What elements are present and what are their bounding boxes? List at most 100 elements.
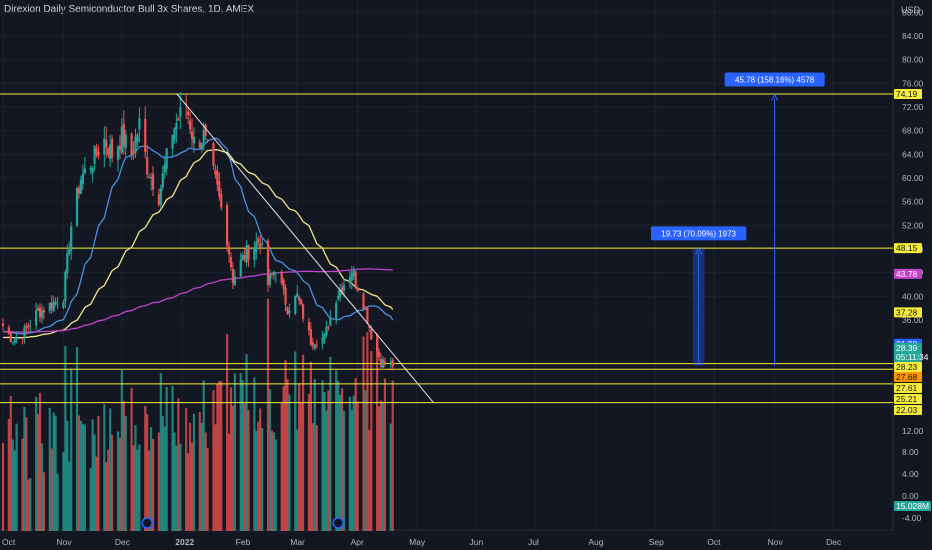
price-badge-countdown: 05:11:34 <box>896 352 929 362</box>
candle-body <box>89 168 92 170</box>
measure-arrow-head <box>771 93 779 101</box>
candle-body <box>218 180 221 197</box>
candle-body <box>13 339 16 344</box>
chart-title: Direxion Daily Semiconductor Bull 3x Sha… <box>4 4 255 15</box>
volume-bar <box>120 370 123 531</box>
price-tick-label: 56.00 <box>902 197 924 207</box>
candle-body <box>25 326 28 328</box>
volume-bar <box>157 432 160 531</box>
candle-body <box>259 243 262 248</box>
volume-bar <box>175 445 178 531</box>
volume-bar <box>187 453 190 531</box>
volume-badge <box>894 501 931 511</box>
candle-body <box>132 151 135 154</box>
volume-bar <box>255 430 258 531</box>
price-badge-label: 27.68 <box>896 372 918 382</box>
volume-bar <box>161 416 164 531</box>
candle-body <box>173 128 176 140</box>
volume-bar <box>79 420 83 531</box>
candle-body <box>83 168 86 174</box>
volume-bar <box>227 433 231 531</box>
currency-label: USD <box>900 5 920 15</box>
candle-body <box>188 120 192 130</box>
price-badge-label: 48.15 <box>896 243 918 253</box>
candle-body <box>68 249 71 255</box>
trendline <box>176 93 435 404</box>
volume-bar <box>270 430 274 531</box>
volume-bar <box>296 429 299 531</box>
volume-bar <box>11 439 14 531</box>
volume-bar <box>202 380 205 531</box>
time-tick-label: 2022 <box>175 537 194 547</box>
candle-body <box>313 344 316 349</box>
price-tick-label: 52.00 <box>902 220 924 230</box>
volume-bar <box>321 380 324 531</box>
candle-body <box>179 106 182 117</box>
volume-bar <box>377 406 381 531</box>
ma-mid-line <box>2 149 394 339</box>
price-badge <box>894 362 922 372</box>
volume-bar <box>7 418 10 531</box>
time-tick-label: Sep <box>649 537 664 547</box>
candle-body <box>66 253 69 274</box>
candle-body <box>50 303 53 309</box>
price-axis: 88.00 84.00 80.00 76.00 72.00 68.00 64.00 60.00… <box>894 7 931 523</box>
volume-bar <box>325 410 328 531</box>
price-badge-label: 25.21 <box>896 394 918 404</box>
volume-bar <box>144 405 147 531</box>
volume-bar <box>138 444 141 531</box>
volume-bar <box>309 361 312 531</box>
price-tick-label: 40.00 <box>902 291 924 301</box>
price-badge <box>894 307 922 318</box>
candle-body <box>163 164 166 173</box>
trendline-segment <box>176 93 435 404</box>
volume-bar <box>40 443 44 531</box>
volume-bar <box>15 423 18 531</box>
candle-body <box>161 173 164 189</box>
volume-bar <box>368 430 371 531</box>
time-axis: Oct Nov Dec 2022 Feb Mar Apr May Jun Jul Aug Sep Oct… <box>2 537 842 547</box>
volume-bar <box>27 479 30 531</box>
volume-bar <box>190 442 194 531</box>
candle-body <box>77 187 81 194</box>
volume-bar <box>118 437 122 531</box>
volume-bar <box>259 408 262 531</box>
volume-bar <box>56 473 59 531</box>
time-tick-label: Oct <box>707 537 721 547</box>
volume-badge-label: 15.028M <box>896 501 929 511</box>
candle-body <box>146 157 149 175</box>
candle-body <box>23 327 26 338</box>
volume-bar <box>29 478 32 531</box>
candle-body <box>212 143 215 166</box>
volume-bar <box>315 425 318 531</box>
event-markers <box>141 517 344 529</box>
volume-bar <box>116 431 120 531</box>
volume-bar <box>171 386 174 531</box>
volume-bar <box>233 373 236 531</box>
candle-body <box>157 194 160 205</box>
volume-bar <box>149 427 153 531</box>
candle-body <box>187 111 190 116</box>
volume-bar <box>66 420 69 531</box>
volume-bar <box>313 378 316 531</box>
candle-body <box>29 325 32 327</box>
volume-bar <box>42 472 46 531</box>
volume-bar <box>52 412 55 531</box>
volume-bar <box>307 393 311 531</box>
volume-bar <box>337 380 340 531</box>
candle-body <box>227 246 231 254</box>
candle-body <box>198 142 201 148</box>
volume-bar <box>311 423 314 531</box>
volume-bar <box>132 445 135 531</box>
candlesticks <box>1 92 394 371</box>
price-badge <box>894 243 922 254</box>
candle-body <box>377 351 381 357</box>
volume-bar <box>229 387 233 531</box>
candle-body <box>391 360 394 367</box>
volume-bar <box>284 360 287 531</box>
volume-bar <box>62 452 65 531</box>
time-tick-label: Dec <box>115 537 131 547</box>
volume-bar <box>89 468 92 531</box>
candle-body <box>1 323 5 327</box>
